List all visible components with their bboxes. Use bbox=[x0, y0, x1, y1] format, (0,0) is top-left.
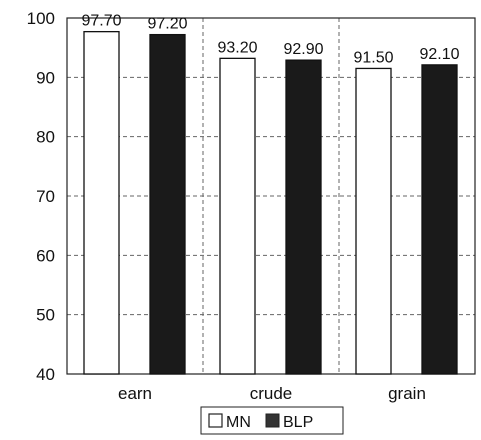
y-tick-label: 100 bbox=[27, 9, 55, 28]
x-axis: earn crude grain bbox=[118, 384, 426, 403]
data-label-blp-crude: 92.90 bbox=[283, 41, 323, 58]
bar-mn-grain bbox=[355, 67, 392, 375]
data-labels: 97.70 97.20 93.20 92.90 91.50 92.10 bbox=[81, 13, 459, 67]
data-label-mn-grain: 91.50 bbox=[353, 49, 393, 66]
legend-swatch-blp bbox=[265, 413, 280, 428]
bar-mn-earn bbox=[83, 30, 120, 375]
plot-frame bbox=[66, 17, 476, 375]
data-label-blp-earn: 97.20 bbox=[147, 16, 187, 33]
grid bbox=[67, 18, 475, 374]
y-axis: 40 50 60 70 80 90 100 bbox=[27, 9, 55, 384]
y-tick-label: 40 bbox=[36, 365, 55, 384]
bar-blp-crude bbox=[285, 59, 322, 375]
bar-mn-crude bbox=[219, 57, 256, 375]
legend-label-mn: MN bbox=[226, 414, 251, 431]
bar-blp-earn bbox=[149, 33, 186, 375]
data-label-blp-grain: 92.10 bbox=[419, 46, 459, 63]
legend: MN BLP bbox=[200, 406, 344, 435]
y-tick-label: 60 bbox=[36, 246, 55, 265]
data-label-mn-crude: 93.20 bbox=[217, 39, 257, 56]
x-tick-label-earn: earn bbox=[118, 384, 152, 403]
y-tick-label: 90 bbox=[36, 68, 55, 87]
y-tick-label: 80 bbox=[36, 128, 55, 147]
y-tick-label: 70 bbox=[36, 187, 55, 206]
bars bbox=[83, 30, 458, 375]
x-tick-label-grain: grain bbox=[388, 384, 426, 403]
legend-swatch-mn bbox=[208, 413, 223, 428]
x-tick-label-crude: crude bbox=[250, 384, 293, 403]
y-tick-label: 50 bbox=[36, 306, 55, 325]
bar-blp-grain bbox=[421, 64, 458, 375]
legend-label-blp: BLP bbox=[283, 414, 313, 431]
data-label-mn-earn: 97.70 bbox=[81, 13, 121, 30]
